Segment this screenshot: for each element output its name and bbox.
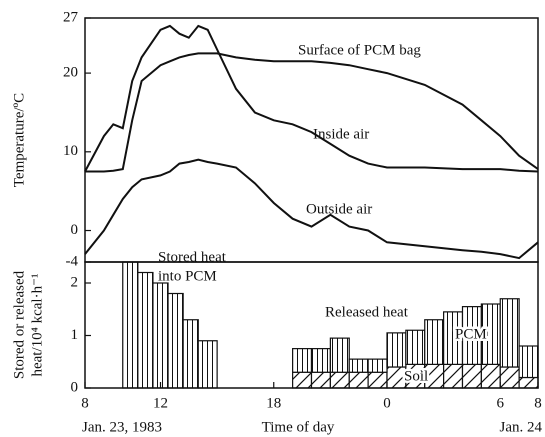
y-axis-label: heat/10⁴ kcal·h⁻¹: [29, 273, 45, 376]
series-label: Surface of PCM bag: [298, 42, 421, 58]
annotation: Released heat: [325, 304, 409, 320]
bar: [310, 371, 331, 389]
x-tick-label: 8: [534, 395, 542, 411]
bar: [480, 363, 501, 389]
bar: [197, 340, 218, 389]
x-tick-label: 12: [153, 395, 168, 411]
series-label: Stored heat: [158, 249, 227, 265]
series-label: Soil: [404, 368, 428, 384]
bar: [122, 261, 139, 389]
y-tick-label: -4: [66, 253, 79, 269]
bar: [292, 348, 313, 373]
bar: [461, 363, 482, 389]
bar: [518, 376, 539, 389]
bar: [329, 337, 350, 373]
bar: [137, 271, 154, 389]
bar: [329, 371, 350, 389]
y-tick-label: 20: [63, 65, 78, 81]
x-tick-label: 0: [383, 395, 391, 411]
line: [84, 24, 539, 173]
y-tick-label: 1: [71, 327, 79, 343]
bar: [348, 371, 369, 389]
bar: [499, 298, 520, 368]
bar: [152, 282, 169, 389]
y-axis-label: Temperature/ºC: [11, 93, 27, 187]
bar: [424, 319, 445, 365]
bar: [182, 319, 199, 389]
bar: [167, 292, 184, 389]
y-tick-label: 0: [71, 379, 79, 395]
x-axis-label: Time of day: [262, 419, 335, 435]
series-label: into PCM: [158, 268, 217, 284]
annotation: Jan. 23, 1983: [82, 419, 162, 435]
y-tick-label: 10: [63, 143, 78, 159]
series-label: PCM: [455, 326, 487, 342]
series-label: Outside air: [306, 201, 372, 217]
bar: [367, 358, 388, 373]
annotation: Jan. 24: [500, 419, 543, 435]
bar: [443, 363, 464, 389]
x-tick-label: 18: [266, 395, 281, 411]
y-axis-label: Stored or released: [11, 270, 27, 379]
plot-frame: [84, 261, 539, 389]
y-tick-label: 27: [63, 9, 79, 25]
x-tick-label: 8: [81, 395, 89, 411]
y-tick-label: 2: [71, 274, 79, 290]
x-tick-label: 6: [497, 395, 505, 411]
bar: [518, 345, 539, 379]
bar: [310, 348, 331, 373]
y-tick-label: 0: [71, 222, 79, 238]
bar: [367, 371, 388, 389]
bar: [405, 329, 426, 365]
bar: [292, 371, 313, 389]
bar: [499, 366, 520, 389]
bar: [348, 358, 369, 373]
line: [85, 52, 539, 173]
line: [84, 158, 539, 260]
bar: [386, 332, 407, 368]
series-label: Inside air: [313, 126, 369, 142]
